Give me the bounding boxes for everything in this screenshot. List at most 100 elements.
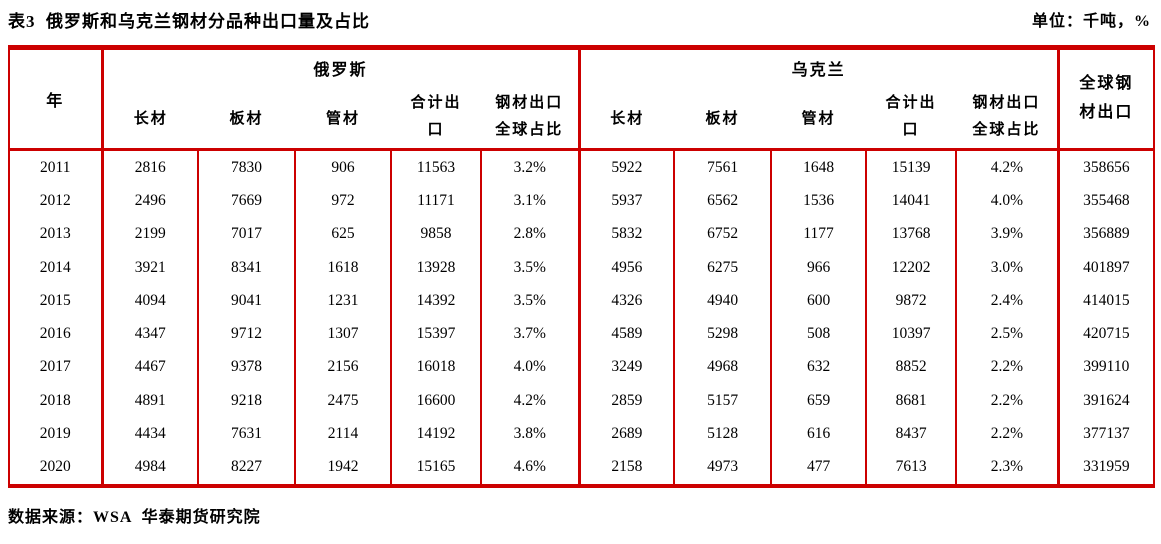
cell-value: 3.0%	[956, 250, 1060, 285]
cell-year: 2017	[9, 350, 104, 385]
cell-value: 2199	[102, 217, 199, 251]
cell-value: 1618	[295, 250, 392, 285]
cell-value: 4940	[674, 284, 773, 318]
cell-value: 9712	[198, 317, 296, 351]
cell-value: 4.0%	[956, 184, 1060, 218]
cell-value: 632	[771, 350, 868, 385]
cell-value: 2.3%	[956, 450, 1060, 486]
cell-value: 6562	[674, 184, 773, 218]
cell-value: 8681	[866, 384, 958, 418]
sub-header-ukraine-total: 合计出口	[866, 86, 957, 151]
cell-value: 2156	[295, 350, 392, 385]
cell-year: 2013	[9, 217, 104, 251]
cell-year: 2015	[9, 284, 104, 318]
cell-value: 15397	[391, 317, 482, 351]
cell-value: 1942	[295, 450, 392, 486]
cell-value: 7830	[198, 149, 296, 185]
cell-value: 616	[771, 417, 868, 451]
cell-value: 5298	[674, 317, 773, 351]
cell-value: 3249	[579, 350, 676, 385]
cell-value: 4094	[102, 284, 199, 318]
cell-value: 625	[295, 217, 392, 251]
table-title: 表3 俄罗斯和乌克兰钢材分品种出口量及占比	[8, 12, 370, 31]
cell-value: 5832	[579, 217, 676, 251]
cell-value: 9858	[391, 217, 482, 251]
cell-value: 4956	[579, 250, 676, 285]
cell-value: 2496	[102, 184, 199, 218]
table-row: 2019 4434 7631 2114 14192 3.8% 2689 5128 616 8437…	[9, 417, 1154, 451]
sub-header-ukraine-total-label: 合计出口	[885, 95, 937, 138]
cell-value: 8227	[198, 450, 296, 486]
cell-value: 4973	[674, 450, 773, 486]
cell-value: 3.5%	[481, 250, 581, 285]
sub-header-russia-share: 钢材出口全球占比	[481, 86, 581, 151]
cell-value: 600	[771, 284, 868, 318]
sub-header-ukraine-plate: 板材	[674, 86, 772, 151]
cell-value: 8852	[866, 350, 958, 385]
cell-value: 1231	[295, 284, 392, 318]
cell-value: 14192	[391, 417, 482, 451]
cell-value: 9041	[198, 284, 296, 318]
cell-value: 2475	[295, 384, 392, 418]
cell-value: 5922	[579, 149, 676, 185]
cell-value: 9872	[866, 284, 958, 318]
cell-value: 6275	[674, 250, 773, 285]
steel-export-table: 年 俄罗斯 乌克兰 全球钢材出口 长材 板材 管材 合计出口 钢材出口全球占比 …	[8, 45, 1156, 488]
table-row: 2012 2496 7669 972 11171 3.1% 5937 6562 1536 1404…	[9, 184, 1154, 218]
cell-value: 391624	[1083, 391, 1130, 409]
cell-value: 5157	[674, 384, 773, 418]
cell-value: 399110	[1083, 358, 1130, 376]
cell-value: 2.4%	[956, 284, 1060, 318]
cell-value: 11171	[391, 184, 482, 218]
cell-value: 14392	[391, 284, 482, 318]
cell-value: 972	[295, 184, 392, 218]
cell-value: 13768	[866, 217, 958, 251]
sub-header-ukraine-share-label: 钢材出口全球占比	[972, 95, 1041, 138]
cell-value: 3.9%	[956, 217, 1060, 251]
cell-value: 15139	[866, 149, 958, 185]
cell-value: 2816	[102, 149, 199, 185]
cell-value: 420715	[1083, 325, 1130, 343]
title-row: 表3 俄罗斯和乌克兰钢材分品种出口量及占比 单位：千吨，%	[0, 0, 1161, 32]
sub-header-russia-share-label: 钢材出口全球占比	[495, 95, 564, 138]
cell-value: 2689	[579, 417, 676, 451]
table-row: 2014 3921 8341 1618 13928 3.5% 4956 6275 966 1220…	[9, 250, 1154, 285]
cell-year: 2014	[9, 250, 104, 285]
cell-value: 4467	[102, 350, 199, 385]
sub-header-russia-long: 长材	[102, 86, 198, 151]
cell-value: 7669	[198, 184, 296, 218]
cell-value: 355468	[1083, 191, 1130, 209]
table-row: 2011 2816 7830 906 11563 3.2% 5922 7561 1648 1513…	[9, 149, 1154, 185]
table-row: 2016 4347 9712 1307 15397 3.7% 4589 5298 508 1039…	[9, 317, 1154, 351]
table-row: 2018 4891 9218 2475 16600 4.2% 2859 5157 659 8681…	[9, 384, 1154, 418]
cell-value: 1177	[771, 217, 868, 251]
cell-value: 331959	[1083, 458, 1130, 476]
cell-year: 2012	[9, 184, 104, 218]
cell-value: 4.2%	[481, 384, 581, 418]
cell-value: 3.2%	[481, 149, 581, 185]
cell-value: 4.2%	[956, 149, 1060, 185]
unit-label: 单位：千吨，%	[1031, 13, 1151, 30]
cell-value: 7631	[198, 417, 296, 451]
cell-value: 10397	[866, 317, 958, 351]
cell-value: 1648	[771, 149, 868, 185]
cell-value: 356889	[1083, 225, 1130, 243]
sub-header-russia-total: 合计出口	[391, 86, 481, 151]
table-row: 2020 4984 8227 1942 15165 4.6% 2158 4973 477 7613…	[9, 450, 1154, 486]
cell-value: 401897	[1083, 258, 1130, 276]
cell-value: 15165	[391, 450, 482, 486]
group-header-ukraine: 乌克兰	[579, 47, 1060, 86]
cell-value: 2114	[295, 417, 392, 451]
cell-value: 2859	[579, 384, 676, 418]
cell-value: 3921	[102, 250, 199, 285]
sub-header-ukraine-long: 长材	[579, 86, 675, 151]
cell-value: 12202	[866, 250, 958, 285]
cell-value: 7613	[866, 450, 958, 486]
cell-value: 477	[771, 450, 868, 486]
sub-header-ukraine-pipe: 管材	[771, 86, 867, 151]
cell-value: 5937	[579, 184, 676, 218]
cell-value: 906	[295, 149, 392, 185]
cell-value: 6752	[674, 217, 773, 251]
cell-value: 3.7%	[481, 317, 581, 351]
cell-value: 9218	[198, 384, 296, 418]
